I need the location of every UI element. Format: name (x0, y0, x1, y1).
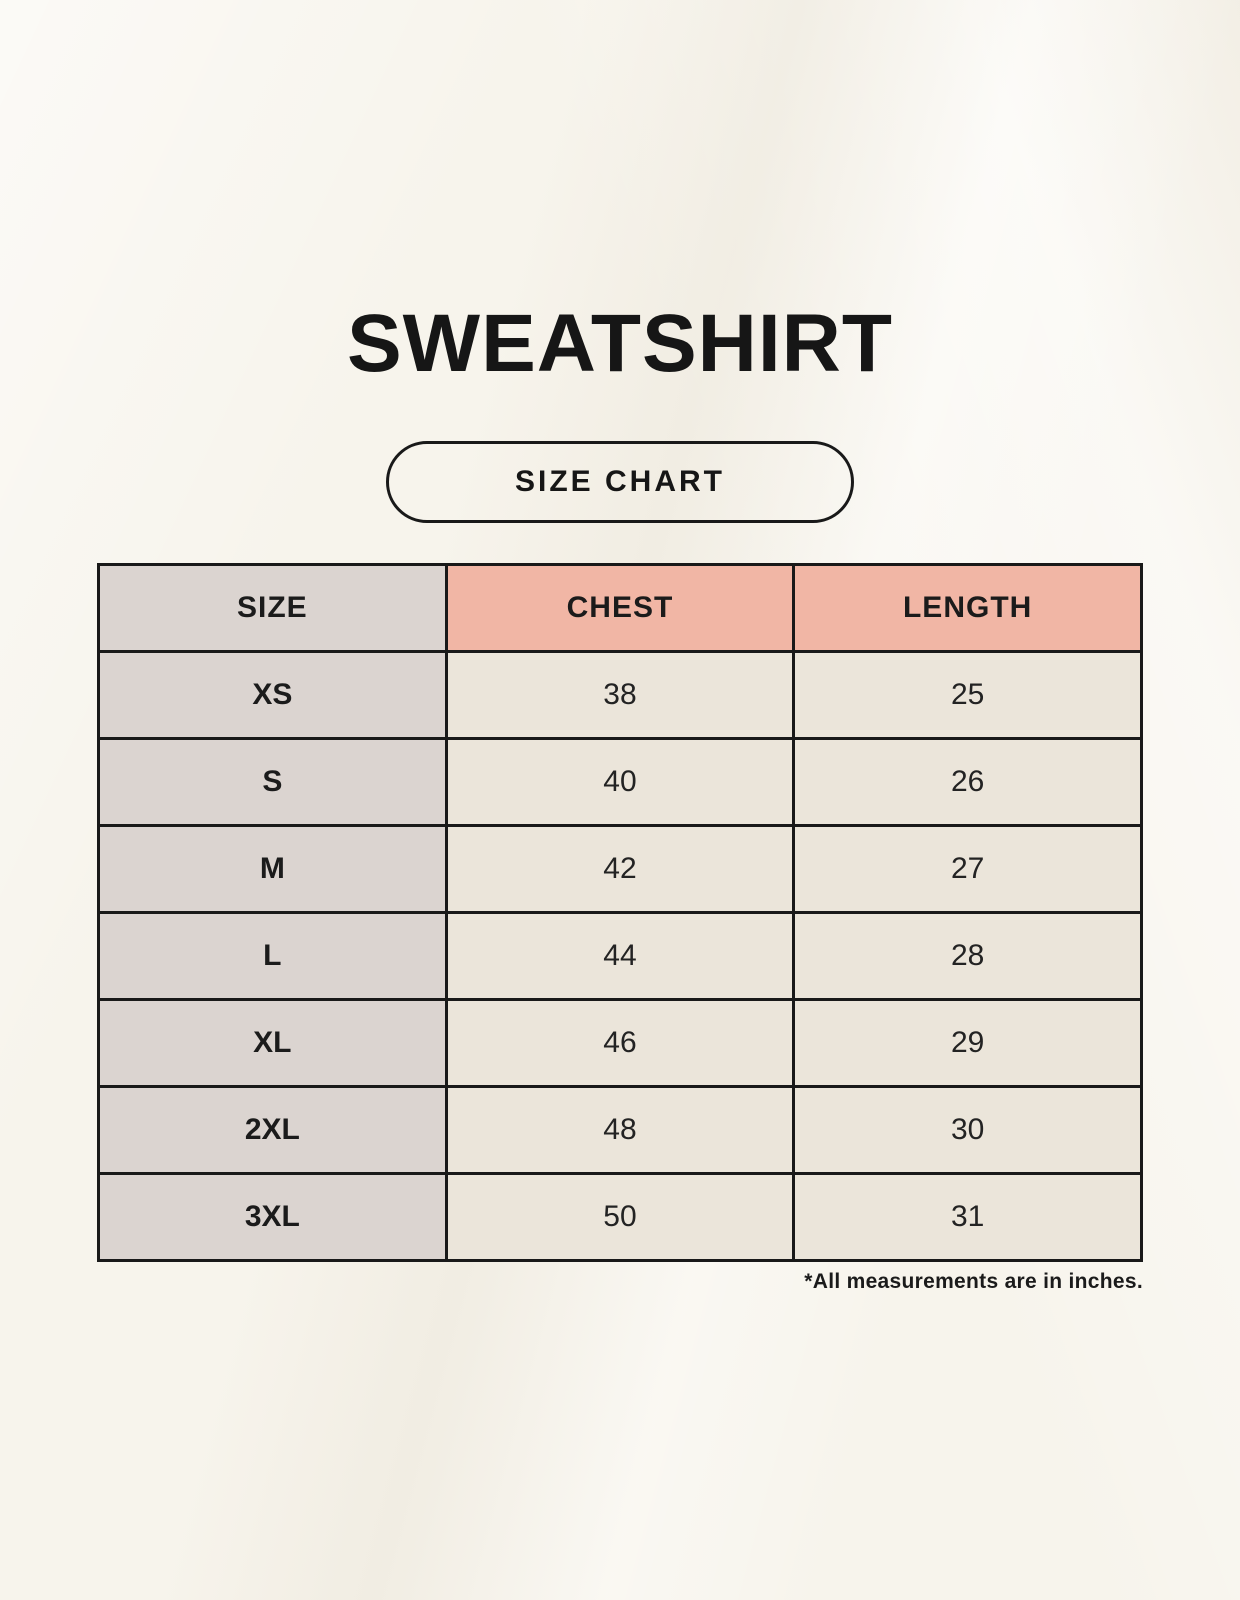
header-cell-chest: CHEST (444, 563, 796, 653)
chest-value-cell: 40 (444, 737, 796, 827)
chest-value-cell: 46 (444, 998, 796, 1088)
size-label-cell: S (97, 737, 448, 827)
length-value-cell: 29 (792, 998, 1143, 1088)
length-value-cell: 28 (792, 911, 1143, 1001)
size-label-cell: M (97, 824, 448, 914)
length-value-cell: 30 (792, 1085, 1143, 1175)
size-label-cell: 3XL (97, 1172, 448, 1262)
table-row: XS 38 25 (97, 650, 1143, 740)
size-chart-badge-label: SIZE CHART (515, 465, 725, 498)
size-label-cell: XL (97, 998, 448, 1088)
header-row: SIZE CHEST LENGTH (97, 563, 1143, 653)
header-cell-length: LENGTH (792, 563, 1143, 653)
size-label-cell: L (97, 911, 448, 1001)
length-value-cell: 31 (792, 1172, 1143, 1262)
length-value-cell: 26 (792, 737, 1143, 827)
page-title: SWEATSHIRT (346, 298, 893, 389)
table-row: XL 46 29 (97, 998, 1143, 1088)
size-label-cell: XS (97, 650, 448, 740)
chest-value-cell: 50 (444, 1172, 796, 1262)
header-cell-size: SIZE (97, 563, 448, 653)
table-row: S 40 26 (97, 737, 1143, 827)
size-chart-badge[interactable]: SIZE CHART (386, 441, 854, 523)
chest-value-cell: 44 (444, 911, 796, 1001)
length-value-cell: 27 (792, 824, 1143, 914)
length-value-cell: 25 (792, 650, 1143, 740)
table-row: L 44 28 (97, 911, 1143, 1001)
size-label-cell: 2XL (97, 1085, 448, 1175)
table-row: 3XL 50 31 (97, 1172, 1143, 1262)
table-row: 2XL 48 30 (97, 1085, 1143, 1175)
table-row: M 42 27 (97, 824, 1143, 914)
chest-value-cell: 42 (444, 824, 796, 914)
chest-value-cell: 48 (444, 1085, 796, 1175)
measurements-footnote: *All measurements are in inches. (804, 1270, 1143, 1293)
chest-value-cell: 38 (444, 650, 796, 740)
size-table: SIZE CHEST LENGTH XS 38 25 S 40 26 M 42 … (97, 563, 1143, 1262)
